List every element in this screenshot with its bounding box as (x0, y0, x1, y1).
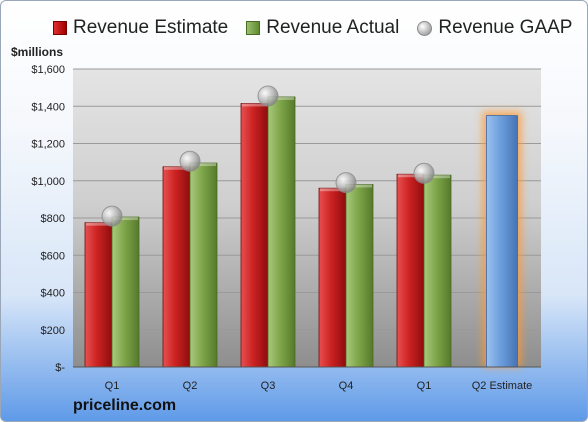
y-tick-label: $- (55, 362, 65, 374)
y-tick-label: $1,200 (31, 139, 65, 151)
bar-revenue-estimate (396, 173, 425, 368)
gaap-markers (101, 85, 435, 227)
bar-revenue-estimate (162, 166, 191, 368)
bar-revenue-actual (189, 162, 218, 368)
x-tick-label: Q1 (417, 380, 432, 392)
legend-label-revenue-actual: Revenue Actual (266, 17, 400, 38)
x-tick-label: Q3 (261, 380, 276, 392)
bar-revenue-actual-highlight (113, 217, 138, 221)
bar-revenue-estimate (240, 103, 269, 368)
legend-item-revenue-gaap: Revenue GAAP (417, 17, 572, 39)
y-tick-label: $1,600 (31, 64, 65, 76)
gridlines (73, 68, 541, 368)
bar-q2-estimate (486, 115, 518, 368)
y-tick-label: $1,400 (31, 101, 65, 113)
marker-revenue-gaap (413, 162, 435, 184)
y-tick-label: $800 (41, 213, 65, 225)
legend-label-revenue-estimate: Revenue Estimate (73, 17, 229, 38)
marker-revenue-gaap (335, 172, 357, 194)
bar-revenue-actual (345, 184, 374, 368)
x-tick-label: Q2 Estimate (472, 380, 533, 392)
bar-revenue-actual (111, 216, 140, 368)
x-axis: Q1 Q2 Q3 Q4 Q1 Q2 Estimate (105, 380, 533, 392)
legend-swatch-revenue-gaap (417, 20, 433, 36)
x-tick-label: Q2 (183, 380, 198, 392)
bar-revenue-actual (423, 174, 452, 368)
bars (84, 96, 522, 368)
legend-swatch-revenue-actual (246, 21, 261, 35)
bar-revenue-actual-highlight (425, 175, 450, 179)
bar-revenue-estimate-highlight (242, 103, 267, 107)
y-axis: $- $200 $400 $600 $800 $1,000 $1,200 $1,400 $1,6… (31, 64, 541, 374)
bar-revenue-estimate (318, 187, 347, 368)
x-tick-label: Q4 (339, 380, 354, 392)
bar-revenue-actual-highlight (191, 163, 216, 167)
marker-revenue-gaap (257, 85, 279, 107)
legend-item-revenue-actual: Revenue Actual (246, 17, 399, 39)
bar-revenue-actual-highlight (269, 96, 294, 100)
marker-revenue-gaap (179, 150, 201, 172)
bar-revenue-estimate-highlight (398, 174, 423, 178)
y-tick-label: $200 (41, 325, 65, 337)
chart-legend: Revenue Estimate Revenue Actual Revenue … (53, 17, 572, 39)
bar-revenue-actual-highlight (347, 184, 372, 188)
legend-label-revenue-gaap: Revenue GAAP (438, 17, 573, 38)
bar-revenue-estimate (84, 222, 113, 368)
bar-revenue-estimate-highlight (164, 166, 189, 170)
legend-swatch-revenue-estimate (53, 21, 67, 35)
y-tick-label: $600 (41, 250, 65, 262)
y-tick-label: $1,000 (31, 176, 65, 188)
y-tick-label: $400 (41, 288, 65, 300)
x-tick-label: Q1 (105, 380, 120, 392)
marker-revenue-gaap (101, 205, 123, 227)
legend-item-revenue-estimate: Revenue Estimate (53, 17, 228, 39)
bar-revenue-estimate-highlight (320, 188, 345, 192)
y-axis-unit-label: $millions (11, 45, 64, 59)
footer-brand: priceline.com (73, 397, 177, 414)
bar-revenue-estimate-highlight (86, 222, 111, 226)
bar-revenue-actual (267, 96, 296, 368)
